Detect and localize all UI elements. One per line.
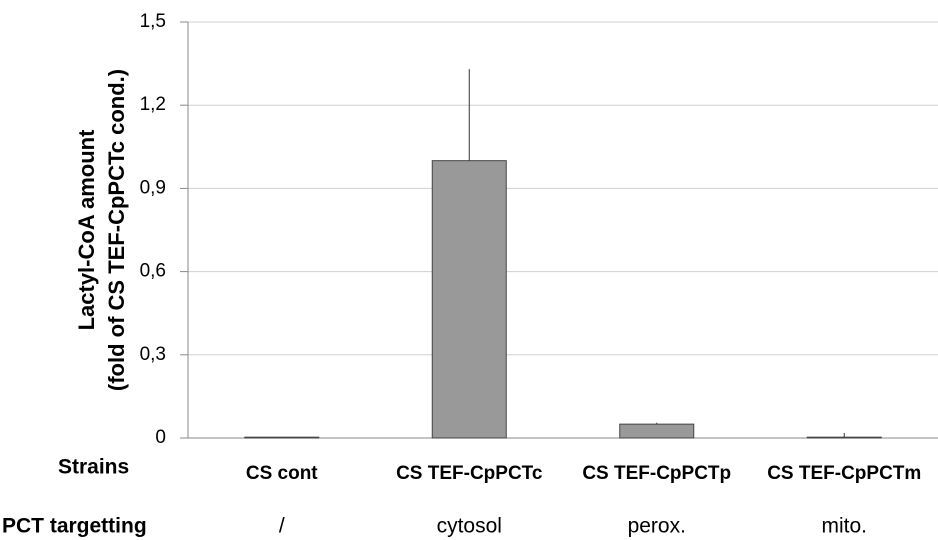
bar bbox=[619, 423, 695, 439]
y-tick-label: 1,2 bbox=[140, 94, 166, 115]
x-tick-label: CS TEF-CpPCTp bbox=[582, 463, 731, 484]
y-tick-label: 0 bbox=[155, 427, 166, 448]
targeting-label: perox. bbox=[628, 515, 686, 538]
bar bbox=[431, 160, 507, 439]
y-tick-label: 0,9 bbox=[140, 177, 166, 198]
y-tick-label: 0,3 bbox=[140, 344, 166, 365]
x-tick-label: CS cont bbox=[246, 463, 318, 484]
row-label: PCT targetting bbox=[2, 515, 147, 538]
y-tick-label: 1,5 bbox=[140, 11, 166, 32]
row-label: Strains bbox=[58, 456, 129, 479]
bar bbox=[806, 436, 882, 439]
x-tick-label: CS TEF-CpPCTm bbox=[767, 463, 921, 484]
bar bbox=[244, 436, 320, 439]
targeting-label: / bbox=[279, 515, 285, 538]
targeting-label: mito. bbox=[821, 515, 867, 538]
y-axis-label: (fold of CS TEF-CpPCTc cond.) bbox=[104, 69, 129, 391]
y-axis-label: Lactyl-CoA amount bbox=[74, 129, 99, 331]
targeting-label: cytosol bbox=[437, 515, 502, 538]
y-tick-label: 0,6 bbox=[140, 261, 166, 282]
x-tick-label: CS TEF-CpPCTc bbox=[396, 463, 543, 484]
